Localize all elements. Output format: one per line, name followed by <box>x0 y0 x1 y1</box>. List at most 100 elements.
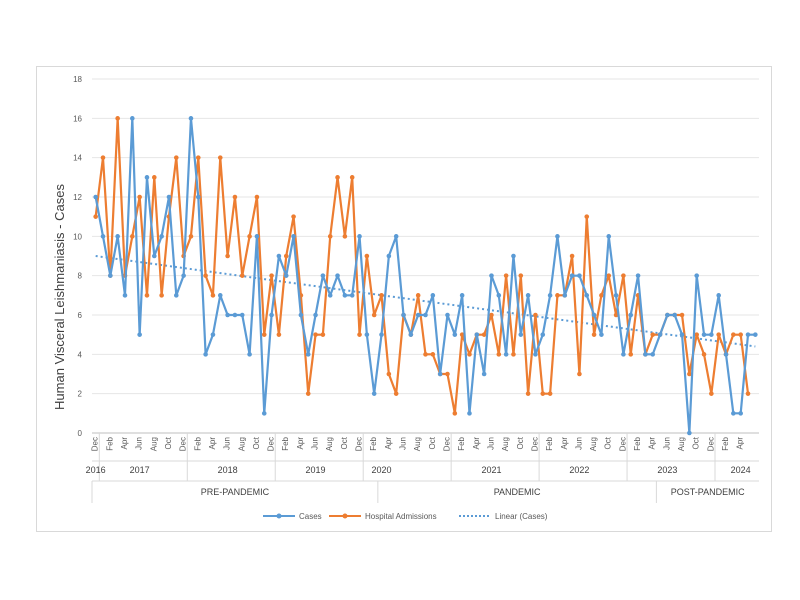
x-tick-label: Oct <box>604 436 613 449</box>
cases-point <box>665 312 670 318</box>
hospital-admissions-point <box>621 273 626 278</box>
hospital-admissions-point <box>115 116 120 121</box>
hospital-admissions-point <box>430 352 436 357</box>
hospital-admissions-point <box>327 234 333 239</box>
hospital-admissions-point <box>599 293 604 298</box>
cases-point <box>481 371 487 377</box>
period-label: PANDEMIC <box>494 487 541 497</box>
cases-point <box>225 312 230 318</box>
cases-point <box>283 273 289 278</box>
x-tick-label: Feb <box>281 436 290 450</box>
year-label: 2024 <box>731 465 751 475</box>
hospital-admissions-point <box>445 371 450 377</box>
hospital-admissions-point <box>540 391 546 396</box>
cases-point <box>247 352 252 357</box>
x-tick-label: Aug <box>149 437 158 451</box>
trendline <box>95 255 756 348</box>
x-axis: Dec Feb Apr Jun Aug Oct Dec Feb Apr Jun Aug Oct Dec F… <box>86 432 759 503</box>
y-tick-label: 4 <box>78 350 83 359</box>
hospital-admissions-point <box>738 332 743 337</box>
x-tick-label: Dec <box>706 437 715 451</box>
hospital-admissions-point <box>555 293 560 298</box>
x-tick-label: Oct <box>164 436 173 449</box>
cases-point <box>335 273 340 278</box>
cases-point <box>672 312 678 318</box>
cases-point <box>489 273 494 278</box>
year-label: 2023 <box>657 465 677 475</box>
legend: Cases Hospital Admissions Linear (Cases) <box>263 512 548 521</box>
x-tick-label: Dec <box>530 437 539 451</box>
hospital-admissions-point <box>203 273 208 278</box>
x-tick-label: Jun <box>662 437 671 450</box>
x-tick-label: Apr <box>120 437 129 450</box>
cases-point <box>474 332 480 337</box>
period-label: PRE-PANDEMIC <box>201 487 270 497</box>
cases-point <box>203 352 208 357</box>
cases-point <box>188 116 194 121</box>
hospital-admissions-point <box>195 155 201 160</box>
hospital-admissions-point <box>239 273 245 278</box>
cases-point <box>93 194 98 200</box>
cases-point <box>298 312 304 318</box>
x-tick-label: Jun <box>574 437 583 450</box>
cases-point <box>313 312 318 318</box>
hospital-admissions-point <box>225 253 230 259</box>
cases-point <box>437 371 443 377</box>
hospital-admissions-point <box>261 332 267 337</box>
hospital-admissions-point <box>525 391 531 396</box>
cases-point <box>503 352 509 357</box>
cases-point <box>555 234 560 239</box>
hospital-admissions-point <box>745 391 751 396</box>
cases-point <box>687 430 692 436</box>
line-chart: 0 2 4 6 8 10 12 14 16 18 Human Visceral Leishmani… <box>52 75 759 521</box>
cases-point <box>569 273 575 278</box>
x-tick-label: Dec <box>442 437 451 451</box>
y-tick-label: 2 <box>78 390 83 399</box>
hospital-admissions-point <box>276 332 282 337</box>
cases-point <box>261 411 267 416</box>
hospital-admissions-point <box>467 352 472 357</box>
cases-point <box>723 352 729 357</box>
hospital-admissions-point <box>518 273 524 278</box>
cases-point <box>430 293 436 298</box>
x-tick-label: Apr <box>384 437 393 450</box>
hospital-admissions-line <box>94 117 750 415</box>
x-tick-label: Dec <box>91 437 100 451</box>
cases-point <box>386 253 392 259</box>
hospital-admissions-point <box>694 332 699 337</box>
cases-point <box>716 293 721 298</box>
cases-point <box>657 332 663 337</box>
x-tick-label: Aug <box>237 437 246 451</box>
cases-point <box>371 391 377 396</box>
hospital-admissions-point <box>452 411 458 416</box>
x-tick-label: Feb <box>457 436 466 450</box>
hospital-admissions-point <box>511 352 516 357</box>
x-tick-label: Oct <box>516 436 525 449</box>
hospital-admissions-point <box>386 371 392 377</box>
series-cases <box>93 116 758 436</box>
x-tick-label: Oct <box>692 436 701 449</box>
cases-point <box>254 234 260 239</box>
cases-point <box>694 273 699 278</box>
hospital-admissions-point <box>357 332 362 337</box>
cases-point <box>423 312 428 318</box>
cases-point <box>452 332 458 337</box>
y-axis-ticks: 0 2 4 6 8 10 12 14 16 18 <box>73 75 82 438</box>
x-tick-label: Feb <box>633 436 642 450</box>
cases-point <box>518 332 524 337</box>
cases-point <box>393 234 399 239</box>
cases-point <box>130 116 135 121</box>
x-tick-label: Apr <box>296 437 305 450</box>
cases-point <box>276 253 282 259</box>
legend-hospital-admissions: Hospital Admissions <box>365 512 437 521</box>
hospital-admissions-point <box>100 155 106 160</box>
y-tick-label: 8 <box>78 272 83 281</box>
x-tick-label: Oct <box>340 436 349 449</box>
cases-point <box>269 312 274 318</box>
hospital-admissions-point <box>137 194 142 200</box>
x-tick-label: Apr <box>560 437 569 450</box>
hospital-admissions-point <box>144 293 150 298</box>
cases-point <box>525 293 531 298</box>
cases-point <box>584 293 590 298</box>
cases-point <box>547 293 553 298</box>
